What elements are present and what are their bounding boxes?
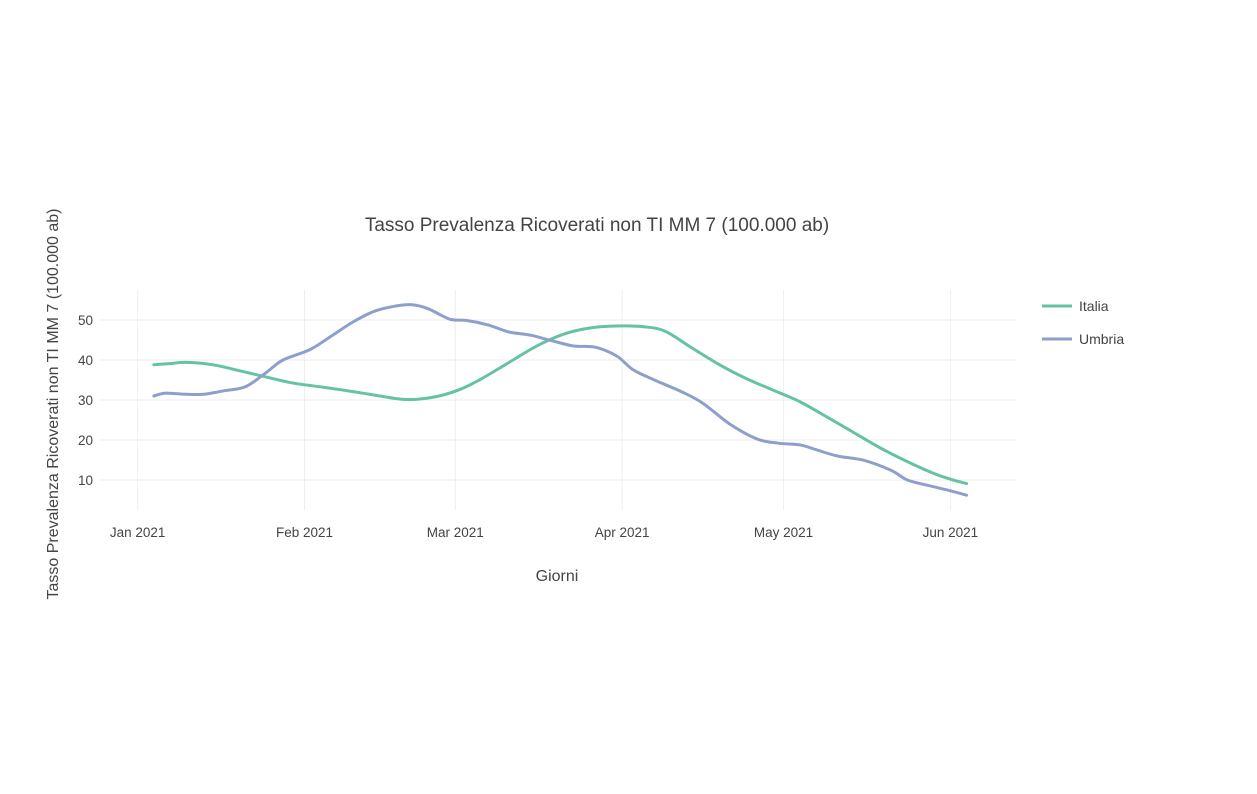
y-axis-title: Tasso Prevalenza Ricoverati non TI MM 7 … [45,208,62,599]
x-tick-label: Jun 2021 [923,525,979,540]
legend-label: Umbria [1079,331,1124,347]
x-tick-label: Feb 2021 [276,525,333,540]
x-tick-labels: Jan 2021 Feb 2021 Mar 2021 Apr 2021 May 2021… [110,525,978,540]
series-lines [152,303,969,497]
x-tick-label: Mar 2021 [427,525,484,540]
y-tick-label: 20 [78,433,93,448]
y-tick-label: 10 [78,473,93,488]
legend-item-umbria[interactable]: Umbria [1042,331,1124,347]
y-tick-label: 40 [78,353,93,368]
y-tick-label: 30 [78,393,93,408]
legend: Italia Umbria [1042,298,1124,347]
series-line-italia [152,324,969,486]
x-axis-title: Giorni [536,568,579,585]
x-tick-label: Jan 2021 [110,525,166,540]
legend-item-italia[interactable]: Italia [1042,298,1109,314]
x-tick-label: May 2021 [754,525,813,540]
y-gridlines [100,319,1015,481]
legend-label: Italia [1079,298,1109,314]
y-tick-labels: 10 20 30 40 50 [78,313,93,488]
y-tick-label: 50 [78,313,93,328]
chart-title: Tasso Prevalenza Ricoverati non TI MM 7 … [365,215,829,236]
x-tick-label: Apr 2021 [595,525,650,540]
series-line-umbria [152,303,969,497]
